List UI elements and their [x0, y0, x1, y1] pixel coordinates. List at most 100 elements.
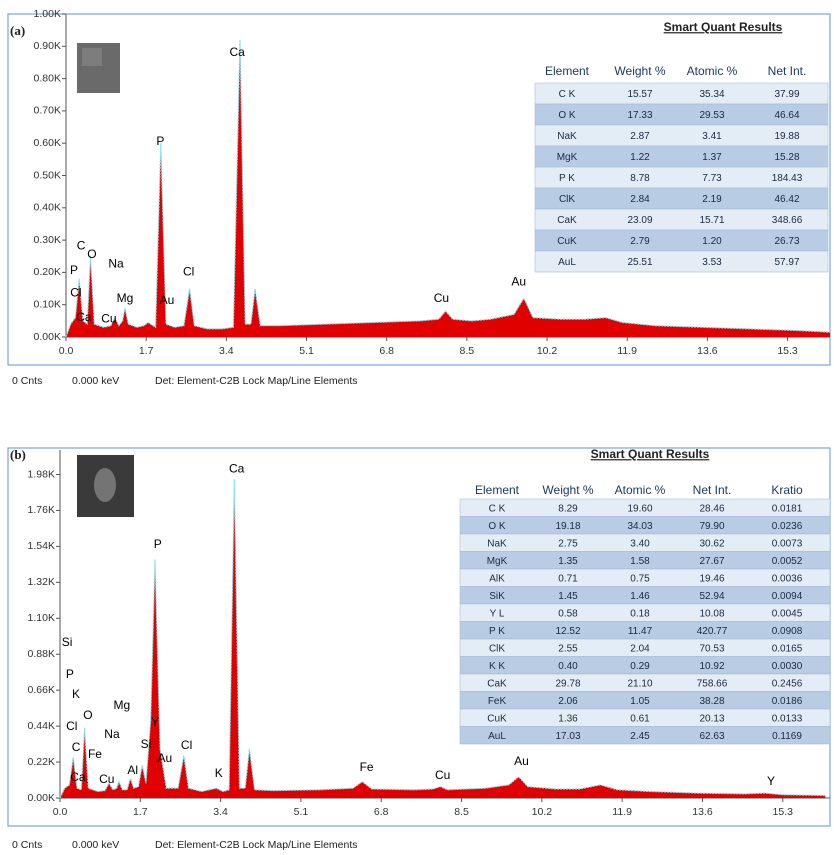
peak-label: Fe — [88, 747, 102, 761]
x-tick-label: 13.6 — [697, 345, 718, 357]
peak-label: Si — [141, 737, 152, 751]
x-tick-label: 6.8 — [374, 806, 389, 818]
sem-texture — [94, 468, 116, 502]
x-tick-label: 5.1 — [299, 345, 314, 357]
peak-label: Y — [767, 774, 775, 788]
x-tick-label: 5.1 — [294, 806, 309, 818]
table-cell: 23.09 — [627, 215, 652, 226]
table-cell: 15.57 — [627, 89, 652, 100]
y-tick-label: 0.00K — [34, 331, 61, 343]
x-tick-label: 11.9 — [612, 806, 632, 818]
table-cell: AuL — [558, 257, 576, 268]
table-cell: 19.88 — [774, 131, 799, 142]
peak-label: P — [66, 667, 74, 681]
panel-label: (a) — [10, 23, 25, 38]
table-cell: 0.0094 — [772, 591, 803, 602]
table-header: Kratio — [771, 483, 803, 497]
table-cell: 0.0030 — [772, 661, 803, 672]
x-tick-label: 10.2 — [532, 806, 553, 818]
table-cell: 2.19 — [702, 194, 722, 205]
table-cell: AuL — [488, 731, 506, 742]
peak-label: Cl — [66, 719, 77, 733]
table-cell: 30.62 — [699, 538, 724, 549]
table-cell: 1.05 — [630, 696, 650, 707]
x-tick-label: 1.7 — [133, 806, 148, 818]
peak-label: Na — [104, 727, 120, 741]
table-title: Smart Quant Results — [664, 20, 783, 34]
table-cell: 62.63 — [699, 731, 724, 742]
table-cell: 3.41 — [702, 131, 722, 142]
table-cell: NaK — [487, 538, 507, 549]
table-cell: 11.47 — [628, 626, 653, 637]
table-cell: 0.18 — [630, 608, 650, 619]
table-cell: 7.73 — [702, 173, 722, 184]
footer-text: 0.000 keV — [72, 839, 119, 851]
peak-label: Au — [514, 754, 529, 768]
table-header: Net Int. — [693, 483, 732, 497]
peak-label: Ca — [76, 310, 92, 324]
table-cell: 37.99 — [774, 89, 799, 100]
table-cell: 21.10 — [627, 678, 652, 689]
peak-label: Mg — [117, 291, 134, 305]
sem-texture — [82, 48, 102, 66]
y-tick-label: 1.00K — [34, 8, 61, 20]
x-tick-label: 10.2 — [537, 345, 558, 357]
table-cell: 29.53 — [699, 110, 724, 121]
y-tick-label: 0.44K — [28, 720, 55, 732]
table-cell: 38.28 — [699, 696, 724, 707]
table-cell: CuK — [487, 713, 507, 724]
table-cell: 8.78 — [630, 173, 650, 184]
footer-text: Det: Element-C2B Lock Map/Line Elements — [155, 839, 358, 851]
y-tick-label: 0.40K — [34, 202, 61, 214]
table-cell: P K — [489, 626, 505, 637]
table-cell: 3.53 — [702, 257, 722, 268]
table-cell: 348.66 — [772, 215, 803, 226]
table-cell: 2.87 — [630, 131, 650, 142]
y-tick-label: 0.50K — [34, 169, 61, 181]
table-cell: 19.46 — [699, 573, 724, 584]
table-cell: MgK — [487, 556, 508, 567]
table-cell: 2.79 — [630, 236, 650, 247]
table-cell: 0.58 — [558, 608, 578, 619]
y-tick-label: 0.90K — [34, 40, 61, 52]
table-cell: 27.67 — [699, 556, 724, 567]
table-cell: 0.71 — [558, 573, 578, 584]
x-tick-label: 8.5 — [460, 345, 475, 357]
table-cell: 25.51 — [627, 257, 652, 268]
peak-label: Na — [108, 256, 124, 270]
table-cell: 2.06 — [558, 696, 578, 707]
table-cell: 0.0181 — [772, 503, 803, 514]
peak-label: Cl — [181, 738, 192, 752]
table-cell: P K — [559, 173, 575, 184]
table-cell: ClK — [489, 643, 505, 654]
peak-label: Ca — [70, 770, 86, 784]
table-cell: 1.20 — [702, 236, 722, 247]
peak-label: Cu — [434, 291, 449, 305]
y-tick-label: 0.22K — [28, 756, 55, 768]
table-cell: 1.58 — [630, 556, 650, 567]
peak-label: P — [156, 134, 164, 148]
x-tick-label: 8.5 — [454, 806, 469, 818]
table-cell: 17.03 — [555, 731, 580, 742]
footer-text: 0 Cnts — [12, 375, 42, 387]
table-cell: 46.42 — [774, 194, 799, 205]
x-tick-label: 0.0 — [53, 806, 68, 818]
table-cell: 0.0052 — [772, 556, 803, 567]
peak-label: Cl — [183, 265, 194, 279]
x-tick-label: 6.8 — [379, 345, 394, 357]
peak-label: Au — [158, 751, 173, 765]
peak-label: P — [154, 537, 162, 551]
table-cell: 10.08 — [699, 608, 724, 619]
table-cell: AlK — [489, 573, 505, 584]
x-tick-label: 0.0 — [59, 345, 74, 357]
y-tick-label: 1.98K — [28, 468, 55, 480]
peak-label: O — [87, 247, 96, 261]
peak-label: Fe — [360, 760, 374, 774]
table-cell: NaK — [557, 131, 577, 142]
y-tick-label: 0.88K — [28, 648, 55, 660]
footer-text: 0.000 keV — [72, 375, 119, 387]
y-tick-label: 1.10K — [28, 612, 55, 624]
table-cell: C K — [559, 89, 576, 100]
figure: (a)0.00K0.10K0.20K0.30K0.40K0.50K0.60K0.… — [0, 0, 834, 855]
table-cell: 420.77 — [697, 626, 728, 637]
